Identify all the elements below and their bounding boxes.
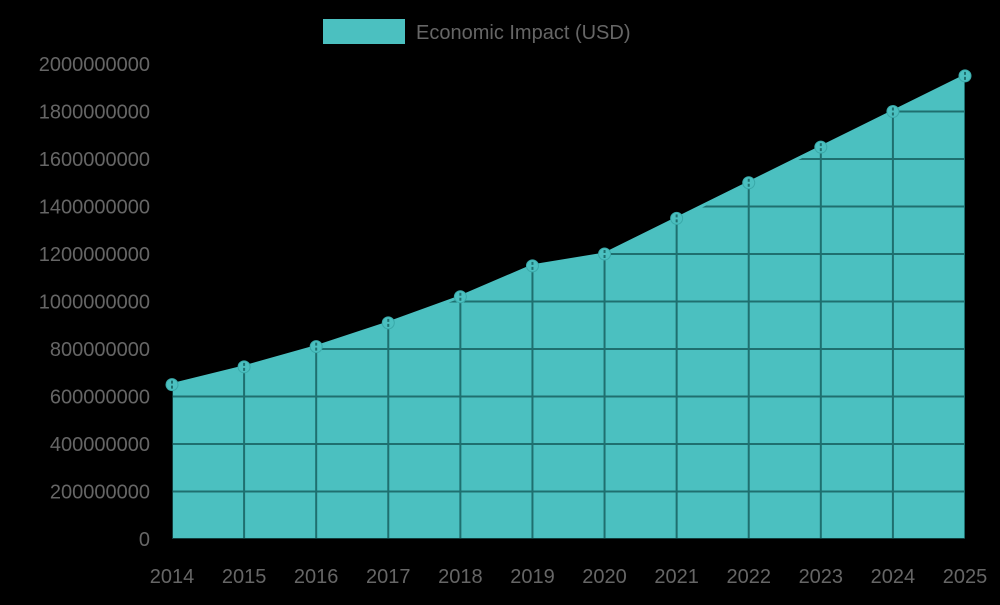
data-point[interactable]	[886, 105, 900, 118]
data-point[interactable]	[309, 340, 323, 354]
x-tick-label: 2016	[294, 566, 339, 588]
x-axis-labels: 2014 2015 2016 2017 2018 2019 2020 2021 2022 2023…	[150, 566, 988, 588]
y-tick-label: 1200000000	[39, 244, 150, 266]
x-tick-label: 2021	[654, 566, 699, 588]
y-tick-label: 1400000000	[39, 197, 150, 219]
x-tick-label: 2017	[366, 566, 411, 588]
area-fill	[172, 75, 965, 539]
y-tick-label: 2000000000	[39, 54, 150, 76]
y-tick-label: 1800000000	[39, 102, 150, 124]
x-tick-label: 2015	[222, 566, 267, 588]
data-point[interactable]	[165, 378, 179, 392]
data-point[interactable]	[742, 176, 756, 190]
data-points	[165, 69, 972, 392]
y-tick-label: 1000000000	[39, 292, 150, 314]
legend-label: Economic Impact (USD)	[416, 22, 631, 44]
x-tick-label: 2025	[943, 566, 988, 588]
y-tick-label: 800000000	[50, 339, 150, 361]
data-point[interactable]	[814, 140, 828, 154]
y-tick-label: 200000000	[50, 482, 150, 504]
data-point[interactable]	[381, 316, 395, 330]
y-axis-labels: 0 200000000 400000000 600000000 800000000 100…	[39, 54, 150, 551]
y-tick-label: 400000000	[50, 434, 150, 456]
x-tick-label: 2023	[799, 566, 844, 588]
y-tick-label: 600000000	[50, 387, 150, 409]
legend[interactable]: Economic Impact (USD)	[323, 19, 631, 44]
data-point[interactable]	[958, 69, 972, 83]
x-tick-label: 2014	[150, 566, 195, 588]
data-point[interactable]	[670, 211, 684, 225]
x-tick-label: 2024	[871, 566, 916, 588]
y-tick-label: 1600000000	[39, 149, 150, 171]
data-point[interactable]	[598, 247, 612, 261]
x-tick-label: 2022	[726, 566, 771, 588]
legend-swatch	[323, 19, 405, 44]
x-tick-label: 2020	[582, 566, 627, 588]
x-tick-label: 2019	[510, 566, 555, 588]
x-tick-label: 2018	[438, 566, 483, 588]
data-point[interactable]	[453, 290, 467, 304]
data-point[interactable]	[525, 259, 539, 273]
y-tick-label: 0	[139, 529, 150, 551]
series-line	[171, 74, 966, 387]
data-point[interactable]	[237, 360, 251, 374]
